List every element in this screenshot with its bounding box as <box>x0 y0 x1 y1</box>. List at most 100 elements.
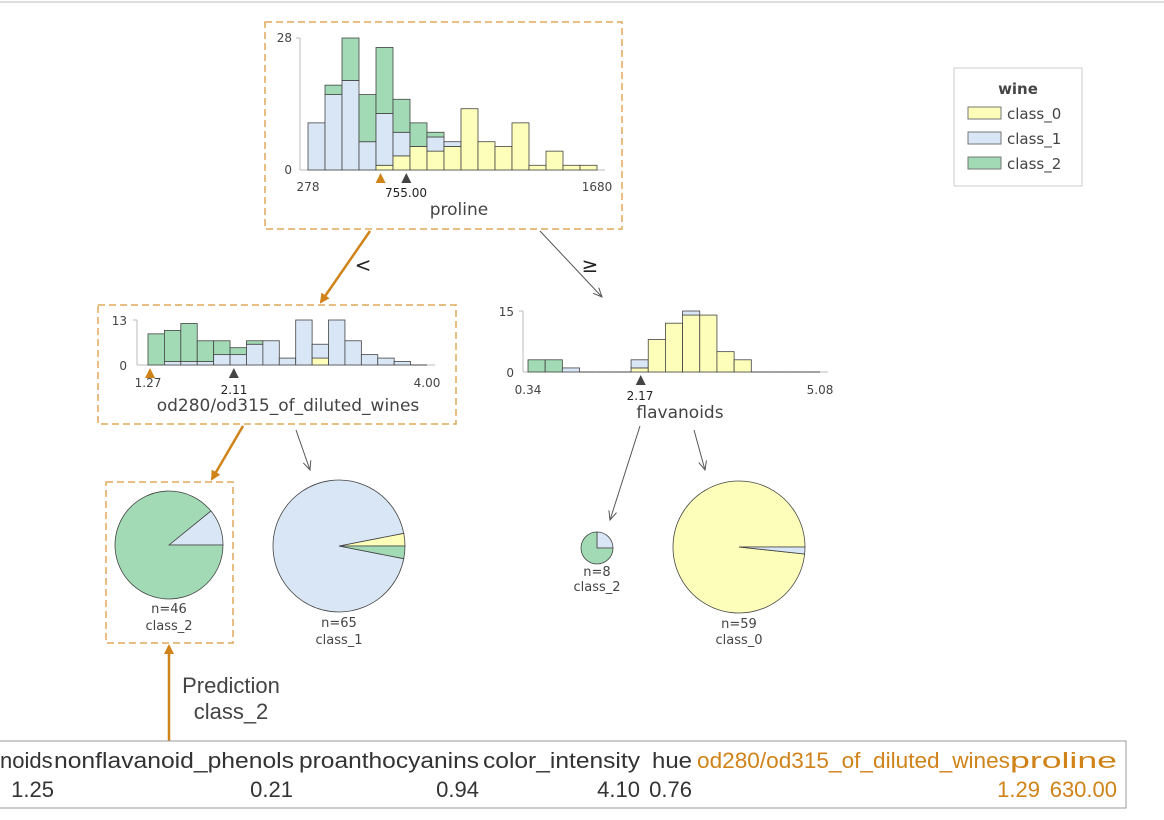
histogram-bar-segment <box>213 340 231 356</box>
instance-column-header: nonflavanoid_phenols <box>54 748 294 773</box>
histogram-bar-segment <box>426 150 445 171</box>
histogram-bar-segment <box>443 141 462 147</box>
right-node: 15 0 0.34 5.08 2.17 flavanoids <box>499 305 834 423</box>
histogram-bar-segment <box>562 164 581 171</box>
split-marker-icon <box>401 173 412 183</box>
leaf-highlight-box <box>105 481 234 644</box>
legend-label-class-2: class_2 <box>1007 155 1061 174</box>
root-x-min: 278 <box>297 180 320 194</box>
histogram-bar-segment <box>229 347 247 356</box>
histogram-bar-segment <box>682 314 701 373</box>
instance-column-value: 0.76 <box>649 777 692 802</box>
legend: wine class_0 class_1 class_2 <box>953 67 1083 187</box>
root-y-zero: 0 <box>284 163 292 177</box>
right-y-zero: 0 <box>506 366 514 380</box>
histogram-bar-segment <box>545 150 564 171</box>
instance-column-header: proline <box>1010 748 1117 773</box>
root-x-max: 1680 <box>582 180 613 194</box>
leaf-node: n=46 class_2 <box>114 490 224 634</box>
edge-root-left <box>319 230 372 304</box>
histogram-bar-segment <box>295 319 313 366</box>
histogram-bar-segment <box>164 361 182 366</box>
prediction-class: class_2 <box>194 699 269 724</box>
histogram-bar-segment <box>341 80 360 171</box>
histogram-bar-segment <box>682 310 701 316</box>
instance-column-header: hue <box>652 748 692 773</box>
histogram-bar-segment <box>262 340 280 366</box>
left-x-max: 4.00 <box>414 376 441 390</box>
leaf-node: n=8 class_2 <box>573 531 621 595</box>
instance-column-value: 1.25 <box>11 777 54 802</box>
histogram-bar-segment <box>307 122 326 171</box>
histogram-bar-segment <box>196 340 215 362</box>
leaf-pie <box>272 479 406 613</box>
legend-label-class-0: class_0 <box>1007 105 1061 124</box>
histogram-bar-segment <box>311 357 329 366</box>
histogram-bar-segment <box>647 339 666 373</box>
histogram-bar-segment <box>494 146 513 171</box>
instance-table-box <box>0 740 1127 809</box>
histogram-bar-segment <box>180 361 198 366</box>
left-split-label: 2.11 <box>221 383 248 397</box>
histogram-bar-segment <box>409 146 428 171</box>
histogram-bar-segment <box>665 322 683 373</box>
root-feature-label: proline <box>430 200 489 220</box>
histogram-bar-segment <box>278 357 297 366</box>
left-highlight-box <box>97 304 457 425</box>
leaf-class: class_0 <box>715 633 762 648</box>
histogram-bar-segment <box>511 122 530 171</box>
histogram-bar-segment <box>409 122 428 147</box>
histogram-bar-segment <box>360 354 379 366</box>
right-split-label: 2.17 <box>627 389 654 403</box>
edge-left-leaf1 <box>210 425 245 481</box>
legend-swatch-class-0 <box>967 106 1002 120</box>
histogram-bar-segment <box>392 131 411 157</box>
histogram-bar-segment <box>392 98 411 133</box>
left-node: 13 0 1.27 4.00 2.11 od280/od315_of_dilut… <box>97 304 457 425</box>
split-marker-icon <box>228 368 239 378</box>
histogram-bar-segment <box>358 141 377 171</box>
histogram-bar-segment <box>426 136 445 152</box>
histogram-bar-segment <box>328 319 346 366</box>
histogram-bar-segment <box>699 314 718 373</box>
leaf-class: class_2 <box>573 580 620 595</box>
edge-root-right <box>539 230 602 297</box>
left-y-max: 13 <box>112 314 127 328</box>
edge-left-label: < <box>355 253 372 277</box>
instance-column-value: 0.21 <box>250 777 293 802</box>
root-y-max: 28 <box>277 31 292 45</box>
histogram-bar-segment <box>377 357 395 366</box>
histogram-bar-segment <box>246 343 264 366</box>
root-highlight-box <box>264 21 623 230</box>
edge-right-label: ≥ <box>582 253 599 277</box>
leaf-pie <box>672 480 806 614</box>
instance-column-header: noids <box>0 748 53 773</box>
instance-column-header: od280/od315_of_diluted_wines <box>697 748 1010 773</box>
histogram-bar-segment <box>375 47 394 114</box>
legend-swatch-class-1 <box>967 131 1002 145</box>
legend-swatch-class-2 <box>967 156 1002 170</box>
histogram-bar-segment <box>460 108 479 171</box>
root-node: 28 0 278 1680 755.00 proline <box>264 21 623 230</box>
histogram-bar-segment <box>341 37 360 81</box>
instance-marker-icon <box>375 173 386 183</box>
leaf-pie <box>114 490 224 600</box>
leaf-n: n=59 <box>721 617 757 632</box>
leaf-nodes: n=46 class_2 n=65 class_1 n=8 class_2 n=… <box>114 479 806 648</box>
histogram-bar-segment <box>392 155 411 171</box>
histogram-bar-segment <box>344 340 362 366</box>
histogram-bar-segment <box>324 84 343 95</box>
histogram-bar-segment <box>528 164 547 171</box>
leaf-node: n=59 class_0 <box>672 480 806 648</box>
histogram-bar-segment <box>358 94 377 143</box>
leaf-class: class_2 <box>145 619 192 634</box>
histogram-bar-segment <box>527 359 546 373</box>
right-x-min: 0.34 <box>515 383 542 397</box>
leaf-pie <box>580 531 614 565</box>
instance-column-header: proanthocyanins <box>299 748 479 773</box>
right-y-max: 15 <box>499 305 514 319</box>
edge-right-leaf3 <box>610 425 641 520</box>
